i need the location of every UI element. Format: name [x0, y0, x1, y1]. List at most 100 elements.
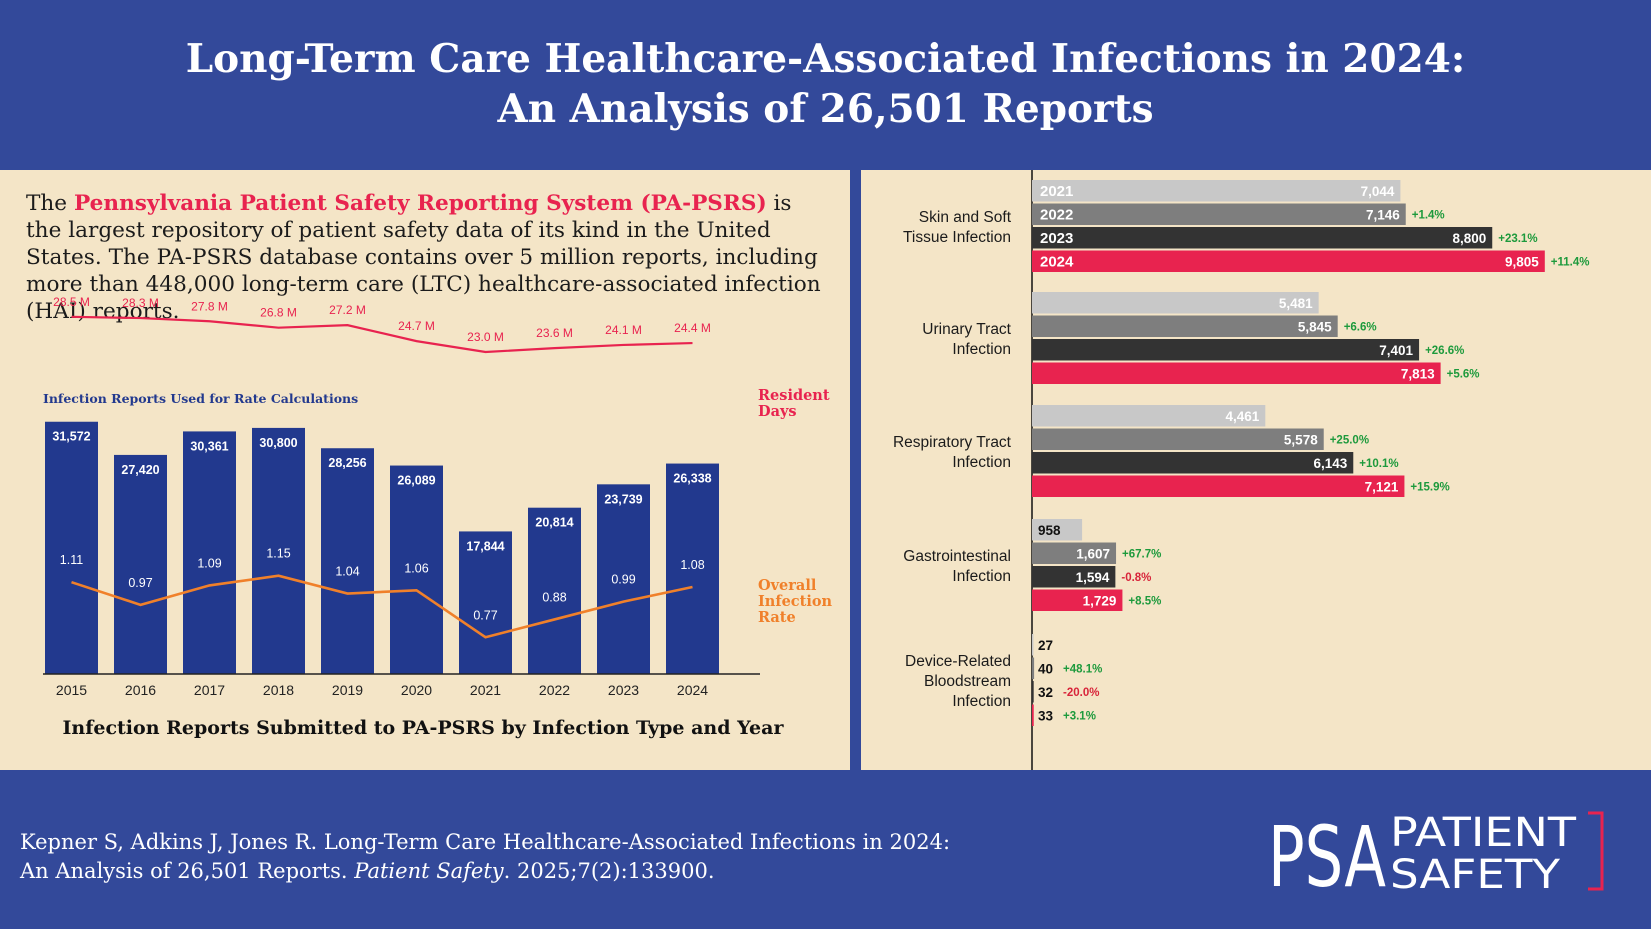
category-label: Tissue Infection — [903, 229, 1011, 246]
change-label: +10.1% — [1359, 458, 1398, 470]
change-label: +15.9% — [1410, 482, 1449, 494]
resident-days-label: 23.6 M — [536, 326, 573, 340]
infection-rate-label: 0.97 — [128, 576, 152, 590]
x-tick-label: 2015 — [56, 682, 87, 698]
report-bar-label: 26,338 — [673, 472, 711, 486]
intro-highlight: Pennsylvania Patient Safety Reporting Sy… — [73, 191, 767, 216]
citation-journal: Patient Safety — [354, 859, 504, 883]
type-bar-value: 32 — [1038, 685, 1053, 700]
category-label: Infection — [952, 454, 1011, 471]
infection-type-chart: Skin and Soft Tissue Infection 7,044 2021 7,… — [893, 170, 1590, 770]
type-bar — [1032, 362, 1441, 384]
type-bar — [1032, 405, 1266, 427]
report-bar — [390, 465, 443, 674]
category-label: Device-Related — [905, 653, 1011, 670]
x-tick-label: 2018 — [263, 682, 294, 698]
type-bar — [1032, 315, 1338, 337]
intro-prefix: The — [26, 191, 74, 216]
logo-bracket — [1588, 811, 1604, 891]
type-bar — [1032, 475, 1405, 497]
chart-title: Infection Reports Submitted to PA-PSRS b… — [63, 717, 785, 739]
x-tick-label: 2022 — [539, 682, 570, 698]
report-bar — [666, 463, 719, 674]
type-bar-value: 9,805 — [1505, 255, 1539, 270]
infection-rate-label: 0.99 — [611, 573, 635, 587]
infection-rate-label: 0.88 — [542, 590, 566, 604]
psa-logo: PSA PATIENT SAFETY — [1268, 808, 1604, 894]
change-label: +3.1% — [1063, 711, 1096, 723]
logo-word-patient: PATIENT — [1390, 810, 1577, 856]
report-bar — [321, 448, 374, 674]
infection-rate-label: 1.15 — [266, 547, 290, 561]
change-label: +8.5% — [1128, 596, 1161, 608]
type-bar — [1032, 681, 1034, 703]
x-tick-label: 2021 — [470, 682, 501, 698]
type-bar-value: 1,607 — [1076, 547, 1110, 562]
resident-days-series-label: Resident — [758, 387, 830, 404]
intro-paragraph: The Pennsylvania Patient Safety Reportin… — [26, 190, 826, 325]
change-label: +1.4% — [1412, 210, 1445, 222]
report-bar — [597, 484, 650, 674]
type-bar — [1032, 589, 1123, 611]
type-bar — [1032, 250, 1545, 272]
resident-days-label: 27.2 M — [329, 303, 366, 317]
x-tick-label: 2017 — [194, 682, 225, 698]
report-bar-label: 17,844 — [466, 539, 504, 553]
year-label: 2021 — [1040, 183, 1073, 200]
resident-days-line — [71, 315, 693, 354]
type-bar — [1032, 657, 1035, 679]
change-label: +67.7% — [1122, 549, 1161, 561]
category-label: Respiratory Tract — [893, 434, 1012, 451]
report-bar — [252, 427, 305, 674]
year-label: 2023 — [1040, 230, 1073, 247]
year-label: 2022 — [1040, 207, 1073, 224]
citation-prefix: An Analysis of 26,501 Reports. — [20, 859, 355, 883]
type-bar — [1032, 634, 1034, 656]
change-label: +11.4% — [1551, 257, 1590, 269]
type-bar-value: 958 — [1038, 523, 1061, 538]
bar-series-label: Infection Reports Used for Rate Calculat… — [43, 391, 358, 406]
type-bar — [1032, 180, 1401, 202]
report-bar — [459, 531, 512, 674]
year-label: 2024 — [1040, 254, 1074, 271]
resident-days-label: 27.8 M — [191, 299, 228, 313]
x-tick-label: 2024 — [677, 682, 708, 698]
resident-days-label: 24.4 M — [674, 321, 711, 335]
resident-days-label: 24.7 M — [398, 319, 435, 333]
type-bar — [1032, 519, 1083, 541]
type-bar — [1032, 704, 1034, 726]
report-bar — [114, 454, 167, 674]
yearly-infection-chart: Infection Reports Used for Rate Calculat… — [43, 295, 832, 739]
category-label: Gastrointestinal — [903, 548, 1011, 565]
report-bar-label: 23,739 — [604, 492, 642, 506]
resident-days-label: 26.8 M — [260, 306, 297, 320]
category-label: Urinary Tract — [922, 321, 1011, 338]
type-bar-value: 4,461 — [1226, 409, 1260, 424]
type-bar-value: 7,121 — [1365, 480, 1399, 495]
citation-line-2: An Analysis of 26,501 Reports. Patient S… — [20, 857, 1020, 886]
infection-rate-label: 1.08 — [680, 558, 704, 572]
report-bar-label: 26,089 — [397, 474, 435, 488]
change-label: -20.0% — [1063, 687, 1099, 699]
page-title-line-1: Long-Term Care Healthcare-Associated Inf… — [185, 36, 1466, 82]
type-bar-value: 7,044 — [1361, 184, 1395, 199]
citation: Kepner S, Adkins J, Jones R. Long-Term C… — [20, 828, 1020, 886]
infection-rate-series-label: Overall — [758, 577, 817, 594]
report-bar-label: 20,814 — [535, 516, 573, 530]
header: Long-Term Care Healthcare-Associated Inf… — [0, 0, 1651, 160]
logo-word-safety: SAFETY — [1390, 852, 1561, 894]
change-label: +26.6% — [1425, 345, 1464, 357]
type-bar-value: 6,143 — [1313, 456, 1347, 471]
change-label: +5.6% — [1447, 369, 1480, 381]
type-bar-value: 7,401 — [1379, 343, 1413, 358]
infection-rate-series-label: Rate — [758, 609, 796, 626]
report-bar-label: 30,361 — [190, 439, 228, 453]
change-label: +6.6% — [1344, 322, 1377, 334]
change-label: -0.8% — [1121, 572, 1151, 584]
type-bar-value: 5,845 — [1298, 320, 1332, 335]
intro-suffix: is the largest repository of patient saf… — [26, 191, 821, 324]
resident-days-label: 28.5 M — [53, 295, 90, 309]
infection-rate-label: 1.11 — [60, 553, 83, 567]
resident-days-label: 24.1 M — [605, 323, 642, 337]
type-bar — [1032, 227, 1493, 249]
